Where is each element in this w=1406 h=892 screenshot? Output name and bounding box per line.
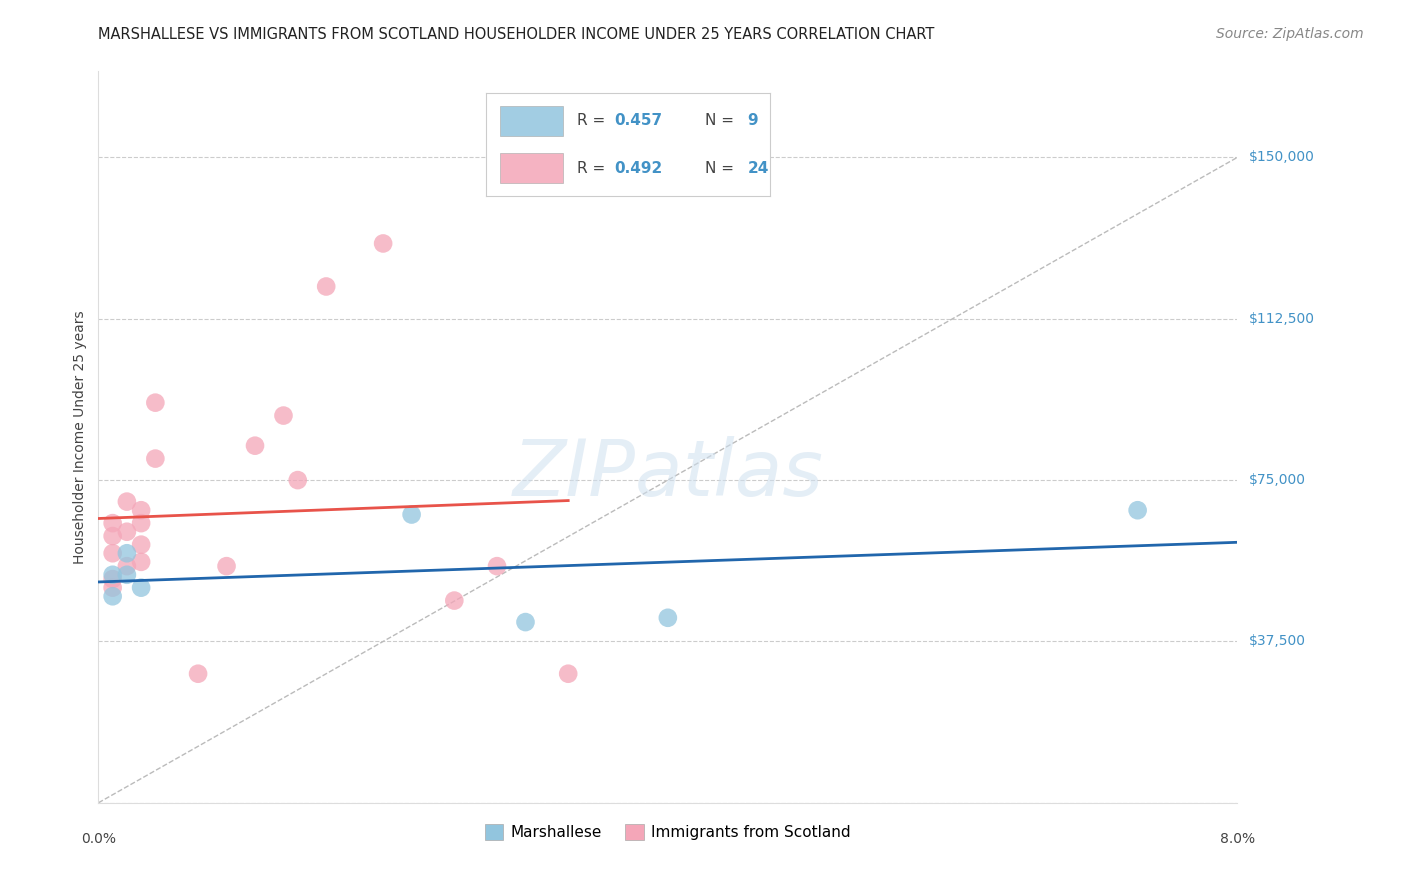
Legend: Marshallese, Immigrants from Scotland: Marshallese, Immigrants from Scotland	[479, 818, 856, 847]
Text: $112,500: $112,500	[1249, 312, 1315, 326]
Point	[101, 581, 124, 595]
Point	[115, 546, 138, 560]
Point	[101, 516, 124, 530]
Point	[145, 395, 167, 409]
Point	[515, 615, 537, 629]
Point	[401, 508, 423, 522]
Point	[101, 589, 124, 603]
Point	[129, 581, 152, 595]
Point	[371, 236, 394, 251]
Point	[129, 503, 152, 517]
Text: Source: ZipAtlas.com: Source: ZipAtlas.com	[1216, 27, 1364, 41]
Point	[287, 473, 309, 487]
Point	[115, 567, 138, 582]
Point	[101, 567, 124, 582]
Point	[1126, 503, 1149, 517]
Text: ZIPatlas: ZIPatlas	[512, 435, 824, 512]
Point	[115, 559, 138, 574]
Text: $150,000: $150,000	[1249, 151, 1315, 164]
Text: $75,000: $75,000	[1249, 473, 1305, 487]
Point	[145, 451, 167, 466]
Point	[215, 559, 238, 574]
Point	[486, 559, 509, 574]
Text: 8.0%: 8.0%	[1220, 832, 1254, 846]
Point	[443, 593, 465, 607]
Point	[101, 572, 124, 586]
Text: 0.0%: 0.0%	[82, 832, 115, 846]
Point	[273, 409, 295, 423]
Text: MARSHALLESE VS IMMIGRANTS FROM SCOTLAND HOUSEHOLDER INCOME UNDER 25 YEARS CORREL: MARSHALLESE VS IMMIGRANTS FROM SCOTLAND …	[98, 27, 935, 42]
Text: $37,500: $37,500	[1249, 634, 1305, 648]
Point	[101, 529, 124, 543]
Point	[657, 611, 679, 625]
Point	[315, 279, 337, 293]
Point	[243, 439, 266, 453]
Point	[115, 494, 138, 508]
Point	[115, 524, 138, 539]
Point	[129, 538, 152, 552]
Y-axis label: Householder Income Under 25 years: Householder Income Under 25 years	[73, 310, 87, 564]
Point	[187, 666, 209, 681]
Point	[101, 546, 124, 560]
Point	[129, 516, 152, 530]
Point	[557, 666, 579, 681]
Point	[129, 555, 152, 569]
